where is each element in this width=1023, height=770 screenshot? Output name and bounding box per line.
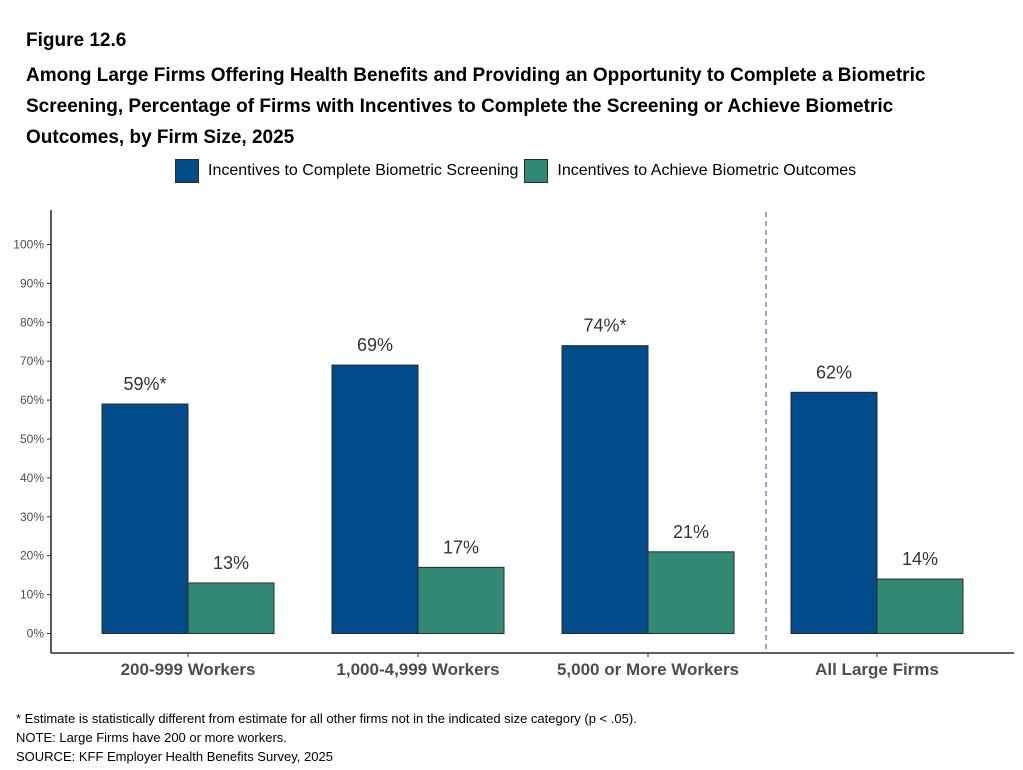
footnote-definition: NOTE: Large Firms have 200 or more worke…	[16, 730, 287, 745]
category-label: 5,000 or More Workers	[557, 660, 739, 679]
y-tick-label: 0%	[27, 627, 45, 641]
y-tick-label: 90%	[20, 276, 44, 290]
figure-label: Figure 12.6	[26, 30, 127, 51]
legend-swatch-screening	[175, 159, 199, 183]
bar-screening	[331, 364, 419, 634]
data-label: 21%	[673, 522, 709, 542]
legend-label-outcomes: Incentives to Achieve Biometric Outcomes	[557, 162, 857, 179]
footnotes: * Estimate is statistically different fr…	[16, 709, 637, 766]
chart-title: Among Large Firms Offering Health Benefi…	[26, 65, 926, 148]
y-tick-label: 60%	[20, 393, 44, 407]
data-label: 59%*	[123, 374, 166, 394]
y-tick-label: 10%	[20, 588, 44, 602]
data-label: 13%	[213, 553, 249, 573]
y-tick-label: 30%	[20, 510, 44, 524]
y-tick-label: 40%	[20, 471, 44, 485]
data-label: 17%	[443, 537, 479, 557]
legend-item-outcomes: Incentives to Achieve Biometric Outcomes	[524, 159, 856, 183]
category-label: 200-999 Workers	[121, 660, 256, 679]
legend-item-screening: Incentives to Complete Biometric Screeni…	[175, 159, 518, 183]
bar-outcomes	[876, 578, 964, 634]
y-tick-label: 50%	[20, 432, 44, 446]
y-tick-label: 20%	[20, 549, 44, 563]
category-label: 1,000-4,999 Workers	[336, 660, 499, 679]
y-tick-label: 70%	[20, 354, 44, 368]
bar-screening	[561, 345, 649, 634]
legend-label-screening: Incentives to Complete Biometric Screeni…	[208, 162, 519, 179]
data-label: 14%	[902, 549, 938, 569]
data-label: 62%	[816, 362, 852, 382]
legend: Incentives to Complete Biometric Screeni…	[175, 158, 862, 184]
bar-outcomes	[647, 551, 735, 634]
bar-chart: 0% 10% 20% 30% 40% 50% 60% 70% 80% 90% 100% 59%* 13%…	[13, 210, 1014, 679]
y-tick-label: 100%	[13, 238, 44, 252]
legend-swatch-outcomes	[524, 159, 549, 183]
footnote-source: SOURCE: KFF Employer Health Benefits Sur…	[16, 749, 333, 764]
bar-screening	[790, 391, 878, 634]
bar-outcomes	[417, 566, 505, 634]
y-tick-label: 80%	[20, 315, 44, 329]
bar-screening	[101, 403, 189, 634]
bar-outcomes	[187, 582, 275, 634]
data-label: 74%*	[583, 316, 626, 336]
data-label: 69%	[357, 335, 393, 355]
footnote-significance: * Estimate is statistically different fr…	[16, 711, 637, 726]
category-label: All Large Firms	[815, 660, 939, 679]
